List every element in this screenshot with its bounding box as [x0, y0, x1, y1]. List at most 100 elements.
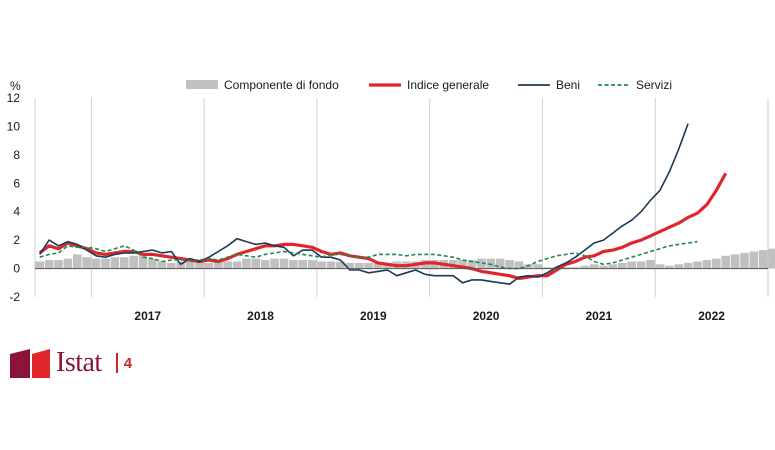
- bar-componente-di-fondo: [768, 248, 775, 269]
- y-tick-label: -2: [9, 290, 20, 304]
- bar-componente-di-fondo: [317, 261, 326, 269]
- logo-text: Istat: [56, 347, 102, 378]
- legend-servizi: Servizi: [598, 78, 672, 92]
- chart-axes: 12 10 8 6 4 2 0 -2% 2017 2018 2019 2020 2021 2022: [7, 79, 768, 323]
- bar-componente-di-fondo: [298, 260, 308, 269]
- bar-componente-di-fondo: [495, 258, 505, 269]
- x-tick-label: 2017: [134, 309, 161, 323]
- bar-componente-di-fondo: [618, 262, 627, 269]
- y-tick-label: 0: [13, 262, 20, 276]
- legend-label: Componente di fondo: [224, 78, 339, 92]
- bar-componente-di-fondo: [157, 261, 167, 269]
- bar-componente-di-fondo: [561, 267, 571, 269]
- y-tick-label: 12: [7, 91, 21, 105]
- bar-componente-di-fondo: [110, 257, 120, 269]
- footer-separator: [115, 353, 118, 373]
- bar-componente-di-fondo: [345, 262, 355, 269]
- y-tick-label: 4: [13, 205, 20, 219]
- legend-componente-di-fondo: Componente di fondo: [186, 78, 339, 92]
- bar-componente-di-fondo: [627, 261, 637, 269]
- bar-componente-di-fondo: [204, 262, 214, 269]
- series-line-indice-generale: [38, 172, 728, 281]
- chart-legend: Componente di fondo Indice generale Beni Se…: [186, 78, 672, 92]
- footer: Istat 4: [10, 346, 132, 380]
- y-tick-label: 10: [7, 119, 21, 133]
- bar-componente-di-fondo: [354, 262, 364, 269]
- bar-componente-di-fondo: [458, 260, 467, 269]
- bar-componente-di-fondo: [242, 258, 251, 269]
- legend-label: Servizi: [636, 78, 672, 92]
- bar-componente-di-fondo: [373, 262, 383, 269]
- page-number: 4: [123, 354, 133, 372]
- bar-componente-di-fondo: [138, 255, 148, 269]
- bar-componente-di-fondo: [82, 257, 91, 269]
- chart-grid: [34, 98, 769, 297]
- istat-logo-icon: [10, 348, 54, 378]
- bar-componente-di-fondo: [129, 255, 138, 269]
- bar-componente-di-fondo: [101, 258, 110, 269]
- bar-componente-di-fondo: [646, 260, 655, 269]
- bar-componente-di-fondo: [336, 261, 345, 269]
- bar-componente-di-fondo: [636, 261, 646, 269]
- bar-componente-di-fondo: [674, 264, 684, 269]
- legend-beni: Beni: [518, 78, 580, 92]
- bar-componente-di-fondo: [721, 255, 731, 269]
- bar-componente-di-fondo: [514, 261, 524, 269]
- bar-componente-di-fondo: [307, 260, 317, 269]
- bar-componente-di-fondo: [326, 261, 336, 269]
- line-chart: Componente di fondo Indice generale Beni Se…: [7, 78, 775, 323]
- bar-componente-di-fondo: [364, 262, 373, 269]
- bar-componente-di-fondo: [759, 250, 768, 269]
- bar-componente-di-fondo: [63, 258, 73, 269]
- legend-label: Indice generale: [407, 78, 489, 92]
- bar-componente-di-fondo: [599, 265, 608, 269]
- bar-componente-di-fondo: [693, 261, 702, 269]
- x-tick-label: 2020: [473, 309, 500, 323]
- bar-componente-di-fondo: [749, 251, 759, 269]
- bar-componente-di-fondo: [533, 264, 543, 269]
- bar-componente-di-fondo: [542, 267, 552, 269]
- bar-componente-di-fondo: [251, 258, 261, 269]
- bar-componente-di-fondo: [655, 264, 665, 269]
- bar-componente-di-fondo: [683, 262, 693, 269]
- bar-componente-di-fondo: [54, 260, 63, 269]
- bar-componente-di-fondo: [467, 260, 477, 269]
- legend-label: Beni: [556, 78, 580, 92]
- bar-componente-di-fondo: [270, 258, 279, 269]
- bar-componente-di-fondo: [260, 260, 270, 269]
- bar-componente-di-fondo: [35, 261, 44, 269]
- bar-componente-di-fondo: [740, 252, 749, 269]
- y-tick-label: 6: [13, 176, 20, 190]
- bar-componente-di-fondo: [580, 265, 590, 269]
- bar-componente-di-fondo: [279, 258, 289, 269]
- y-unit-label: %: [10, 79, 21, 93]
- legend-swatch-bar: [186, 80, 218, 89]
- bar-componente-di-fondo: [608, 264, 618, 269]
- bar-componente-di-fondo: [185, 261, 195, 269]
- x-tick-label: 2021: [585, 309, 612, 323]
- bar-componente-di-fondo: [195, 260, 204, 269]
- x-tick-label: 2022: [698, 309, 725, 323]
- bar-componente-di-fondo: [665, 265, 674, 269]
- y-tick-label: 2: [13, 233, 20, 247]
- bar-componente-di-fondo: [589, 264, 599, 269]
- bar-componente-di-fondo: [44, 260, 54, 269]
- bar-componente-di-fondo: [505, 260, 514, 269]
- bar-componente-di-fondo: [712, 258, 721, 269]
- y-tick-label: 8: [13, 148, 20, 162]
- bar-componente-di-fondo: [213, 261, 223, 269]
- x-tick-label: 2018: [247, 309, 274, 323]
- bar-componente-di-fondo: [571, 267, 580, 269]
- chart-series-lines: [38, 123, 728, 286]
- bar-componente-di-fondo: [72, 254, 82, 269]
- bar-componente-di-fondo: [223, 261, 232, 269]
- bar-componente-di-fondo: [91, 258, 101, 269]
- bar-componente-di-fondo: [702, 260, 712, 269]
- bar-componente-di-fondo: [477, 258, 486, 269]
- bar-componente-di-fondo: [232, 261, 242, 269]
- bar-componente-di-fondo: [166, 262, 176, 269]
- bar-componente-di-fondo: [148, 258, 157, 269]
- bar-componente-di-fondo: [289, 260, 298, 269]
- x-tick-label: 2019: [360, 309, 387, 323]
- bar-componente-di-fondo: [119, 257, 129, 269]
